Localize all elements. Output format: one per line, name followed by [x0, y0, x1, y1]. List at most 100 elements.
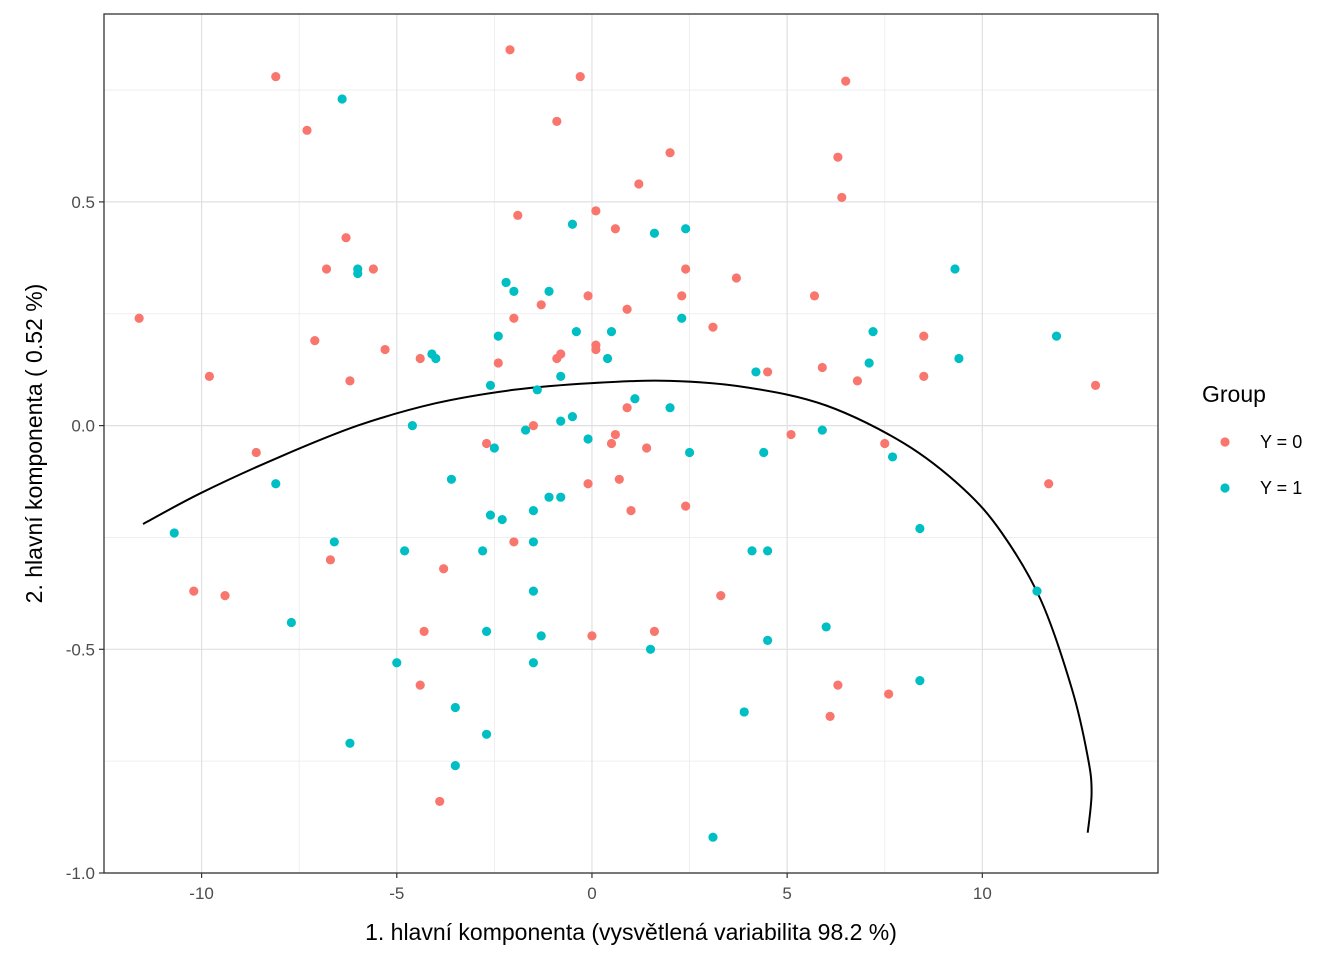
- data-point: [552, 116, 562, 126]
- data-point: [880, 438, 890, 449]
- x-axis-title: 1. hlavní komponenta (vysvětlená variabi…: [365, 919, 897, 945]
- series-y0: [134, 45, 1101, 807]
- data-point: [341, 233, 351, 243]
- data-point: [415, 680, 425, 690]
- data-point: [739, 707, 749, 717]
- data-point: [763, 635, 773, 645]
- data-point: [536, 300, 546, 310]
- data-point: [626, 506, 636, 516]
- data-point: [817, 362, 827, 373]
- data-point: [841, 76, 851, 86]
- data-point: [353, 264, 363, 274]
- data-point: [759, 447, 769, 458]
- data-point: [532, 385, 542, 395]
- data-point: [415, 353, 425, 364]
- data-point: [556, 371, 566, 381]
- data-point: [751, 367, 761, 377]
- data-point: [681, 264, 691, 274]
- data-point: [602, 353, 613, 364]
- data-point: [681, 501, 691, 511]
- data-point: [345, 738, 355, 748]
- y-tick-label: 0.0: [71, 417, 95, 436]
- y-axis-ticks: -1.0 -0.5 0.0 0.5: [66, 193, 104, 883]
- data-point: [271, 72, 281, 82]
- data-point: [571, 327, 581, 337]
- data-point: [1044, 479, 1054, 489]
- data-point: [763, 546, 773, 556]
- data-point: [337, 94, 347, 104]
- data-point: [1051, 331, 1062, 341]
- data-point: [536, 631, 546, 641]
- data-point: [204, 371, 214, 381]
- data-point: [509, 286, 519, 296]
- data-point: [919, 371, 929, 381]
- data-point: [606, 327, 617, 337]
- data-point: [485, 510, 496, 520]
- data-point: [501, 277, 511, 288]
- legend-label: Y = 1: [1260, 478, 1302, 498]
- data-point: [497, 514, 507, 525]
- data-point: [610, 429, 620, 440]
- data-point: [817, 425, 827, 435]
- data-point: [399, 546, 410, 556]
- data-point: [392, 658, 402, 668]
- data-point: [630, 394, 640, 404]
- data-point: [528, 537, 539, 547]
- data-point: [325, 555, 336, 565]
- data-point: [852, 376, 863, 386]
- data-point: [567, 219, 578, 229]
- data-point: [286, 617, 296, 628]
- data-point: [950, 264, 960, 274]
- data-point: [665, 403, 675, 413]
- data-point: [302, 125, 312, 135]
- data-point: [450, 702, 460, 713]
- data-point: [915, 523, 925, 534]
- data-point: [528, 586, 539, 596]
- data-point: [544, 286, 554, 296]
- data-point: [622, 403, 632, 413]
- data-point: [681, 224, 691, 234]
- data-point: [220, 591, 230, 601]
- data-point: [809, 291, 820, 301]
- data-point: [446, 474, 457, 484]
- data-point: [544, 492, 554, 502]
- data-point: [583, 434, 593, 444]
- y-tick-label: -0.5: [66, 640, 95, 659]
- legend-key: [1220, 483, 1230, 493]
- data-point: [431, 353, 441, 364]
- data-point: [407, 421, 417, 431]
- data-point: [481, 438, 492, 449]
- data-point: [380, 344, 390, 355]
- data-point: [622, 304, 632, 314]
- legend-label: Y = 0: [1260, 432, 1302, 452]
- data-point: [435, 796, 445, 807]
- principal-curve-layer: [142, 379, 1093, 833]
- data-point: [591, 340, 601, 350]
- data-point: [610, 224, 620, 234]
- data-point: [509, 313, 519, 323]
- data-point: [485, 380, 496, 390]
- data-point: [489, 443, 499, 453]
- x-tick-label: -5: [389, 884, 404, 903]
- data-point: [747, 546, 757, 556]
- data-point: [583, 291, 593, 301]
- data-point: [567, 412, 578, 422]
- x-tick-label: -10: [189, 884, 214, 903]
- data-point: [649, 228, 660, 238]
- data-point: [915, 676, 925, 686]
- data-point: [528, 421, 539, 431]
- data-point: [837, 192, 847, 203]
- data-point: [493, 358, 503, 368]
- data-point: [493, 331, 503, 341]
- data-point: [450, 761, 460, 771]
- legend-key: [1220, 437, 1230, 447]
- data-point: [642, 443, 652, 453]
- data-point: [786, 429, 796, 440]
- data-point: [583, 479, 593, 489]
- data-point: [521, 425, 531, 435]
- legend-title: Group: [1202, 381, 1266, 407]
- legend-items: Y = 0 Y = 1: [1220, 432, 1302, 498]
- data-point: [954, 353, 964, 364]
- x-tick-label: 10: [973, 884, 992, 903]
